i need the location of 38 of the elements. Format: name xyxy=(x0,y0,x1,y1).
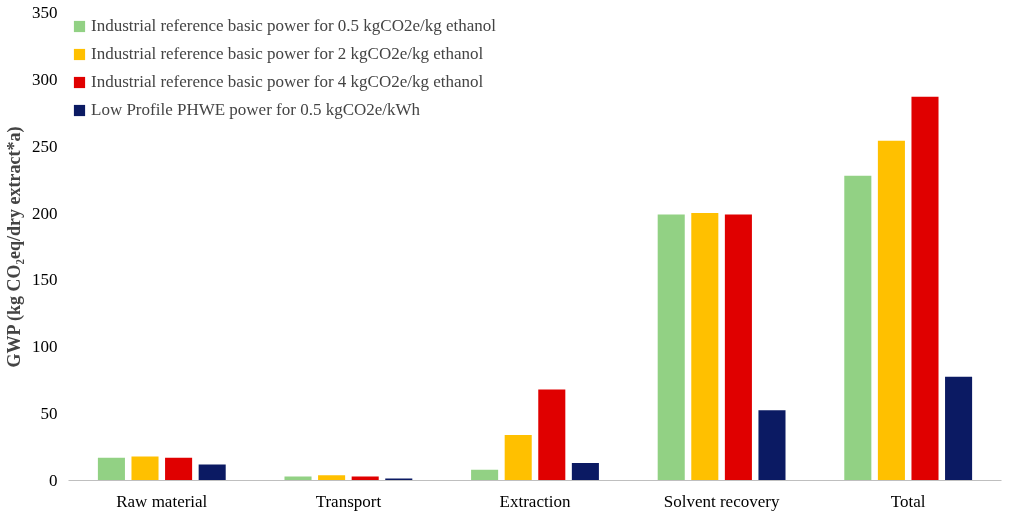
bar xyxy=(351,476,379,481)
y-tick-label: 50 xyxy=(40,404,58,424)
legend-label: Industrial reference basic power for 0.5 kgCO2e/kg ethanol xyxy=(91,16,497,36)
bar xyxy=(318,475,346,481)
x-tick-label: Extraction xyxy=(499,491,571,511)
y-tick-label: 250 xyxy=(32,136,58,156)
x-tick-label: Transport xyxy=(315,491,382,511)
bar xyxy=(945,376,973,481)
bar xyxy=(198,464,226,481)
bar xyxy=(571,463,599,481)
bar xyxy=(504,435,532,481)
x-tick-label: Total xyxy=(890,491,926,511)
bar xyxy=(691,213,719,481)
bar xyxy=(877,140,905,481)
bar xyxy=(844,175,872,481)
bar xyxy=(657,214,685,481)
x-tick-label: Solvent recovery xyxy=(663,491,780,511)
bar xyxy=(911,96,939,481)
bar xyxy=(97,457,125,481)
legend-label: Industrial reference basic power for 4 kgCO2e/kg ethanol xyxy=(91,72,484,92)
y-axis-title: GWP (kg CO₂eq/dry extract*a) xyxy=(4,126,25,368)
y-tick-label: 300 xyxy=(32,69,58,89)
bar xyxy=(538,389,566,481)
bar xyxy=(471,469,499,481)
y-tick-label: 0 xyxy=(49,471,58,490)
x-tick-label: Raw material xyxy=(116,491,208,511)
bar xyxy=(284,476,312,481)
bar xyxy=(385,478,413,481)
y-tick-label: 100 xyxy=(32,337,58,357)
bar xyxy=(131,456,159,481)
bar xyxy=(724,214,752,481)
legend-label: Low Profile PHWE power for 0.5 kgCO2e/kWh xyxy=(91,100,421,120)
y-tick-label: 200 xyxy=(32,203,58,223)
bar xyxy=(165,457,193,481)
legend-label: Industrial reference basic power for 2 kgCO2e/kg ethanol xyxy=(91,44,484,64)
y-tick-label: 350 xyxy=(32,3,58,22)
bar xyxy=(758,410,786,481)
y-tick-label: 150 xyxy=(32,270,58,290)
